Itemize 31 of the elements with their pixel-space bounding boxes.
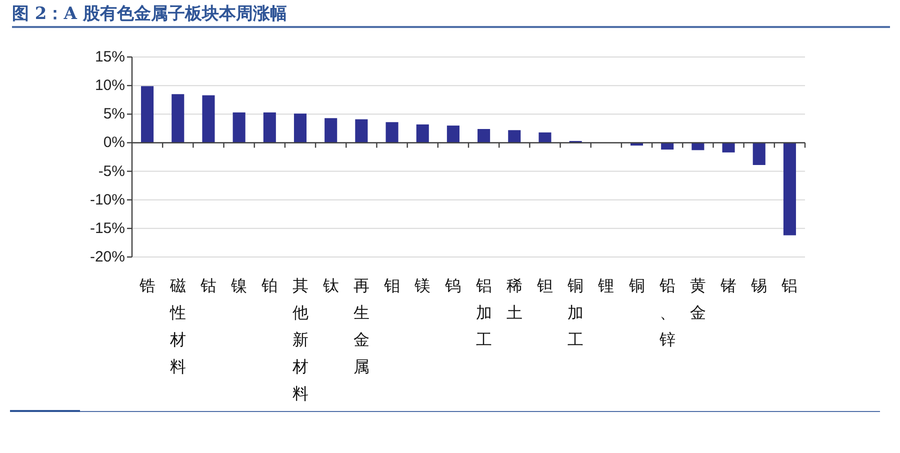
x-tick-label: 钴 (199, 276, 216, 294)
x-tick-label: 铜 (628, 276, 645, 294)
x-tick-label: 铝 (780, 276, 798, 294)
x-tick-label: 钽 (536, 276, 553, 294)
y-tick-label: -10% (90, 191, 125, 208)
y-tick-label: -20% (90, 248, 125, 266)
x-tick-label: 镁 (414, 276, 431, 294)
x-tick-label: 锂 (597, 276, 614, 294)
x-tick-label: 钛 (322, 276, 339, 294)
x-tick-label: 铅、锌 (658, 276, 676, 348)
x-tick-label: 铝加工 (474, 276, 492, 348)
x-tick-label: 稀土 (506, 276, 522, 322)
x-tick-label: 其他新材料 (291, 276, 308, 402)
y-tick-label: 0% (103, 134, 125, 152)
x-tick-label: 锡 (750, 276, 768, 294)
x-tick-label: 再生金属 (353, 276, 370, 376)
x-tick-label: 磁性材料 (168, 276, 186, 376)
x-tick-label: 镍 (230, 276, 248, 294)
x-tick-label: 黄金 (690, 276, 706, 322)
x-tick-label: 铂 (260, 276, 278, 294)
x-tick-label: 钨 (444, 276, 462, 294)
x-tick-label: 锆 (138, 276, 156, 294)
y-tick-label: -5% (98, 162, 125, 180)
y-tick-label: 5% (103, 106, 125, 123)
y-tick-label: 15% (94, 48, 125, 66)
chart-title: 图 2：A 股有色金属子板块本周涨幅 (12, 2, 890, 28)
x-tick-label: 钼 (383, 276, 400, 294)
x-tick-label: 铜加工 (566, 276, 584, 348)
y-tick-label: -15% (90, 220, 125, 237)
x-tick-label: 锗 (720, 276, 737, 294)
y-tick-label: 10% (94, 77, 125, 94)
